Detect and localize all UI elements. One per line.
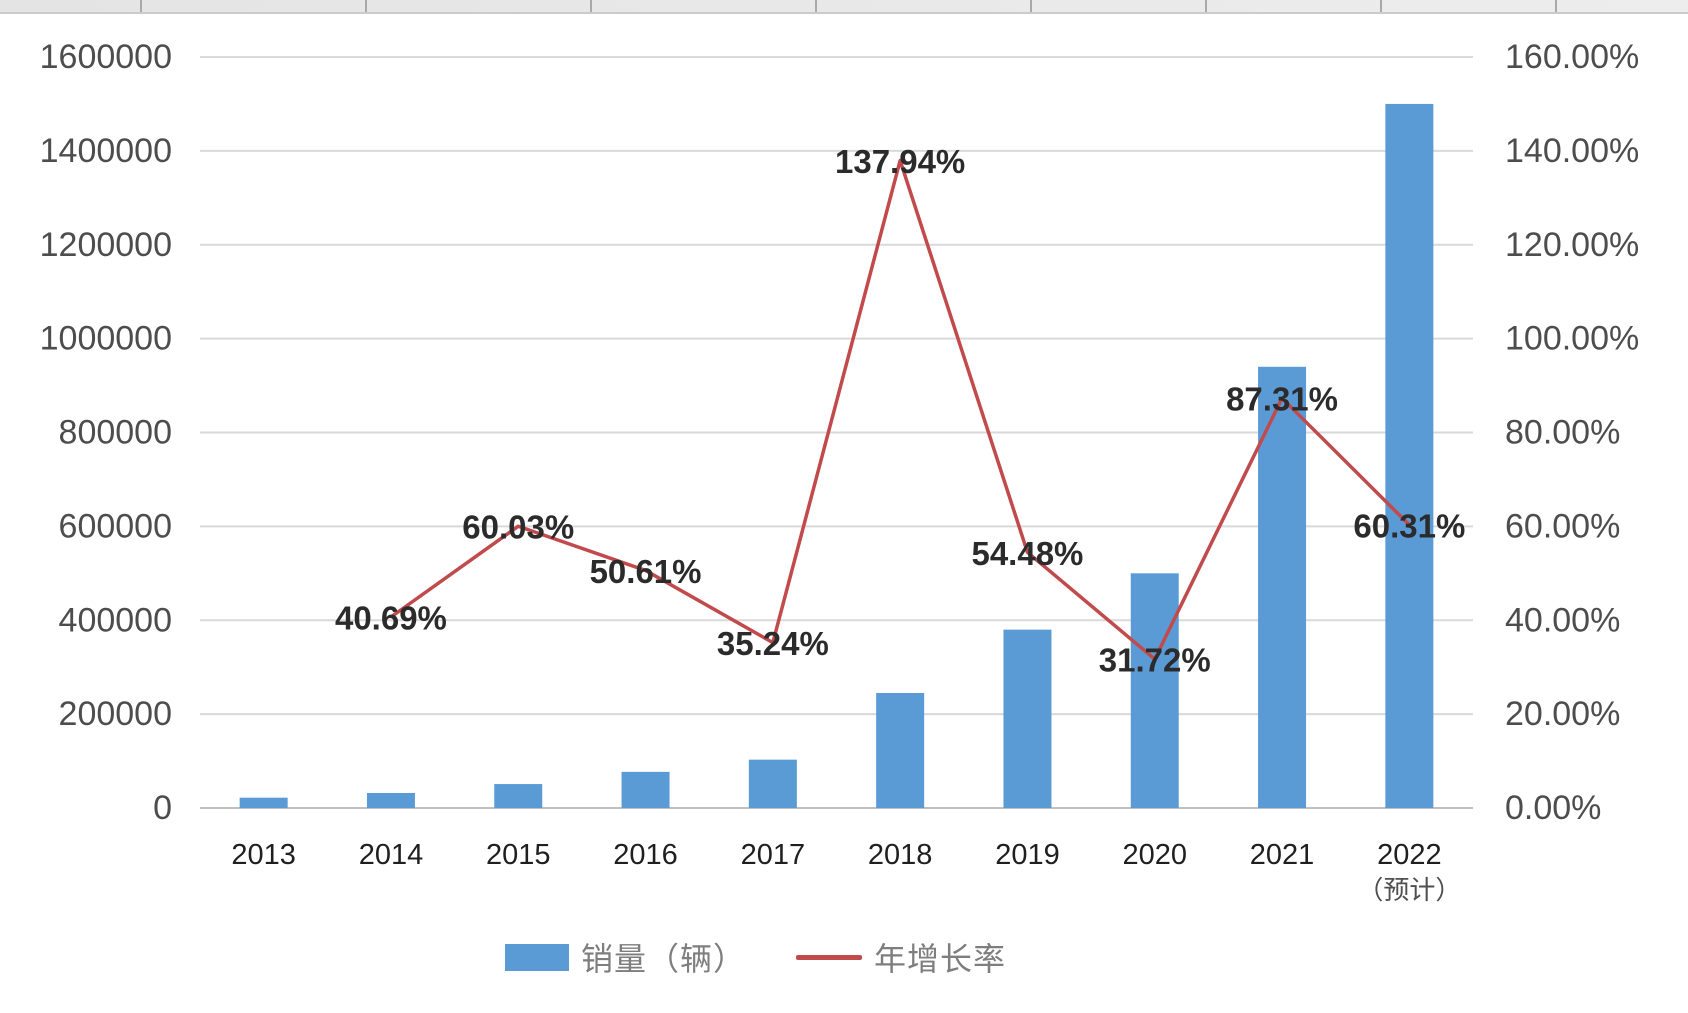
bar-2017	[748, 759, 797, 808]
column-divider	[140, 0, 142, 12]
x-axis-label-2021: 2021	[1250, 839, 1315, 871]
column-divider	[1555, 0, 1557, 12]
x-axis-label-2015: 2015	[486, 839, 551, 871]
x-axis-label-2017: 2017	[741, 839, 806, 871]
growth-label-2017: 35.24%	[717, 625, 829, 662]
right-axis-tick: 20.00%	[1505, 695, 1620, 733]
x-axis-label-2013: 2013	[231, 839, 296, 871]
x-axis-label-2018: 2018	[868, 839, 933, 871]
spreadsheet-row-edge	[0, 0, 1688, 14]
left-axis-tick: 1600000	[40, 38, 172, 76]
column-divider	[1380, 0, 1382, 12]
left-axis-tick: 1000000	[40, 320, 172, 358]
x-axis-label-2019: 2019	[995, 839, 1060, 871]
growth-label-2015: 60.03%	[462, 509, 574, 546]
bar-2015	[494, 784, 543, 808]
right-axis-tick: 40.00%	[1505, 601, 1620, 639]
left-axis-tick: 1200000	[40, 226, 172, 264]
right-axis-tick: 160.00%	[1505, 38, 1639, 76]
legend-line-swatch	[796, 954, 863, 960]
growth-label-2018: 137.94%	[835, 143, 965, 180]
bar-2021	[1258, 366, 1307, 808]
growth-line	[389, 158, 1411, 661]
bar-2019	[1003, 629, 1052, 808]
growth-label-2020: 31.72%	[1099, 642, 1211, 679]
x-axis-label-2016: 2016	[613, 839, 678, 871]
right-axis-tick: 100.00%	[1505, 320, 1639, 358]
legend-line-label: 年增长率	[874, 941, 1007, 977]
left-axis-tick: 400000	[59, 601, 172, 639]
right-axis-tick: 120.00%	[1505, 226, 1639, 264]
right-axis-tick: 0.00%	[1505, 789, 1601, 827]
x-axis-sublabel-2022: （预计）	[1357, 875, 1461, 905]
right-axis-tick: 140.00%	[1505, 132, 1639, 170]
column-divider	[1030, 0, 1032, 12]
bar-2022	[1385, 103, 1434, 808]
right-axis-tick: 60.00%	[1505, 507, 1620, 545]
column-divider	[1205, 0, 1207, 12]
chart-legend: 销量（辆） 年增长率	[505, 929, 1006, 985]
column-divider	[815, 0, 817, 12]
x-axis-label-2014: 2014	[359, 839, 424, 871]
growth-label-2019: 54.48%	[971, 535, 1083, 572]
x-axis-label-2022: 2022	[1377, 839, 1442, 871]
left-axis-tick: 200000	[59, 695, 172, 733]
bar-2020	[1130, 573, 1179, 808]
left-axis-tick: 0	[153, 789, 172, 827]
right-axis-tick: 80.00%	[1505, 414, 1620, 452]
left-axis-tick: 600000	[59, 507, 172, 545]
bar-2014	[366, 792, 415, 808]
legend-bar-label: 销量（辆）	[581, 941, 747, 977]
growth-label-2014: 40.69%	[335, 600, 447, 637]
column-divider	[365, 0, 367, 12]
x-axis-label-2020: 2020	[1122, 839, 1187, 871]
column-divider	[590, 0, 592, 12]
bar-2018	[876, 693, 925, 808]
growth-label-2021: 87.31%	[1226, 381, 1338, 418]
growth-label-2022: 60.31%	[1353, 507, 1465, 544]
bar-2013	[239, 797, 288, 808]
bar-2016	[621, 771, 670, 808]
legend-bar-swatch	[505, 943, 569, 971]
growth-label-2016: 50.61%	[590, 553, 702, 590]
left-axis-tick: 1400000	[40, 132, 172, 170]
left-axis-tick: 800000	[59, 414, 172, 452]
